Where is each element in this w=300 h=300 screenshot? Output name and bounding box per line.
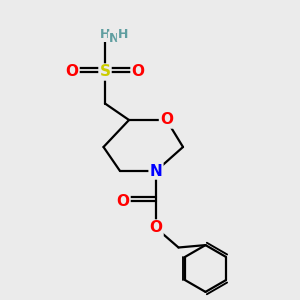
Text: N: N [109,32,119,46]
Text: N: N [150,164,162,178]
Text: O: O [131,64,145,80]
Text: H: H [100,28,110,41]
Text: S: S [100,64,110,80]
Text: O: O [116,194,130,208]
Text: O: O [149,220,163,236]
Text: O: O [65,64,79,80]
Text: O: O [160,112,173,128]
Text: H: H [118,28,128,41]
